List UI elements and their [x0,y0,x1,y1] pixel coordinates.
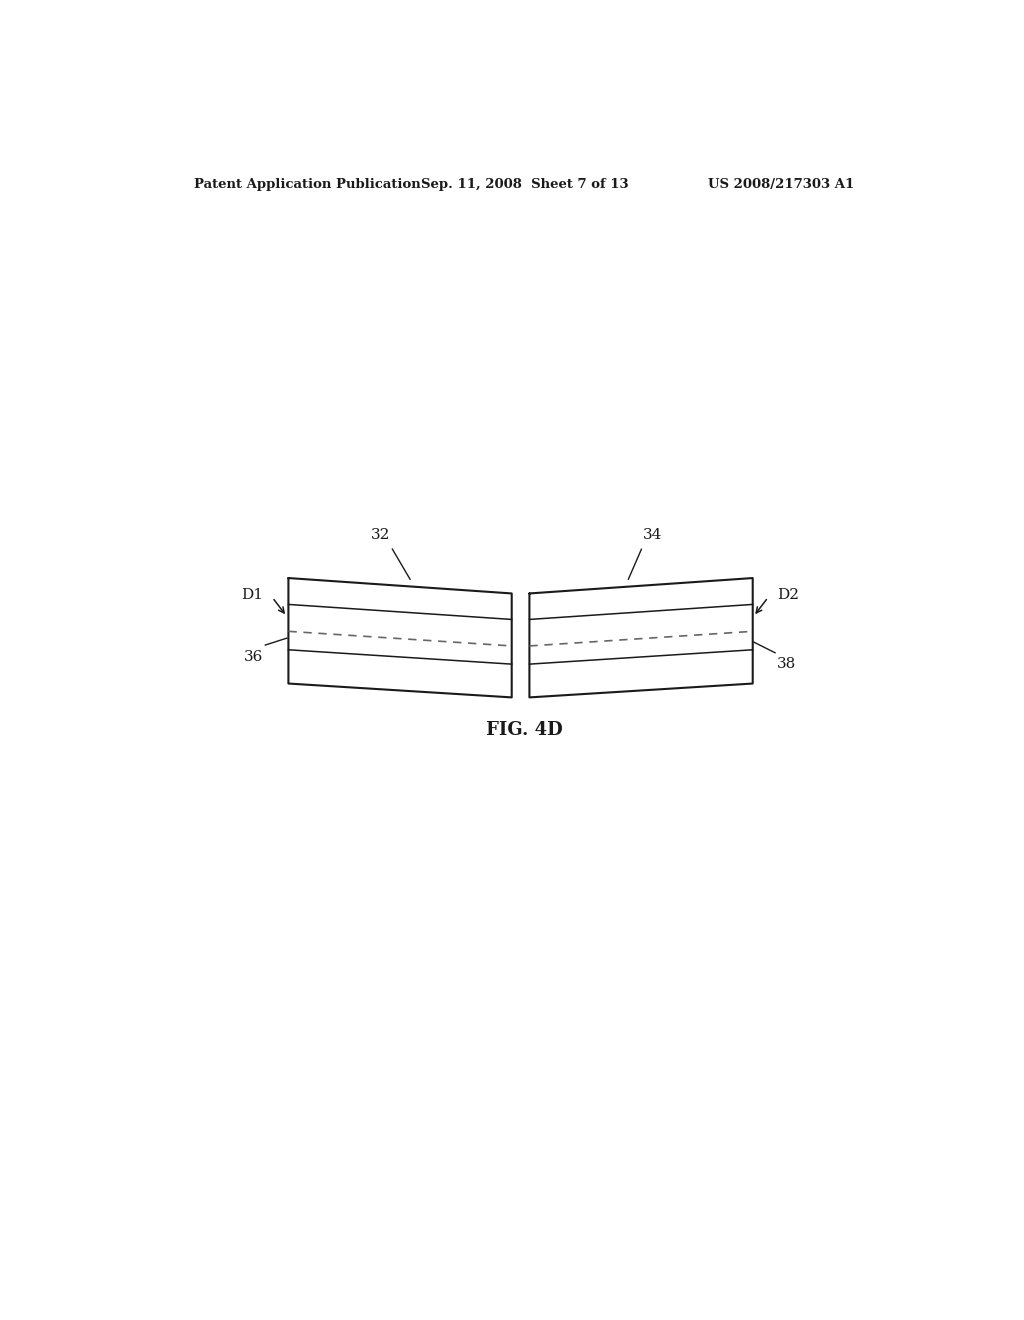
Text: 32: 32 [371,528,390,543]
Text: Patent Application Publication: Patent Application Publication [194,178,421,190]
Text: Sep. 11, 2008  Sheet 7 of 13: Sep. 11, 2008 Sheet 7 of 13 [421,178,629,190]
Text: 36: 36 [244,649,263,664]
Text: US 2008/217303 A1: US 2008/217303 A1 [709,178,854,190]
Text: 38: 38 [777,657,797,672]
Text: D2: D2 [777,589,800,602]
Text: 34: 34 [643,528,663,543]
Text: FIG. 4D: FIG. 4D [486,721,563,739]
Text: D1: D1 [241,589,263,602]
